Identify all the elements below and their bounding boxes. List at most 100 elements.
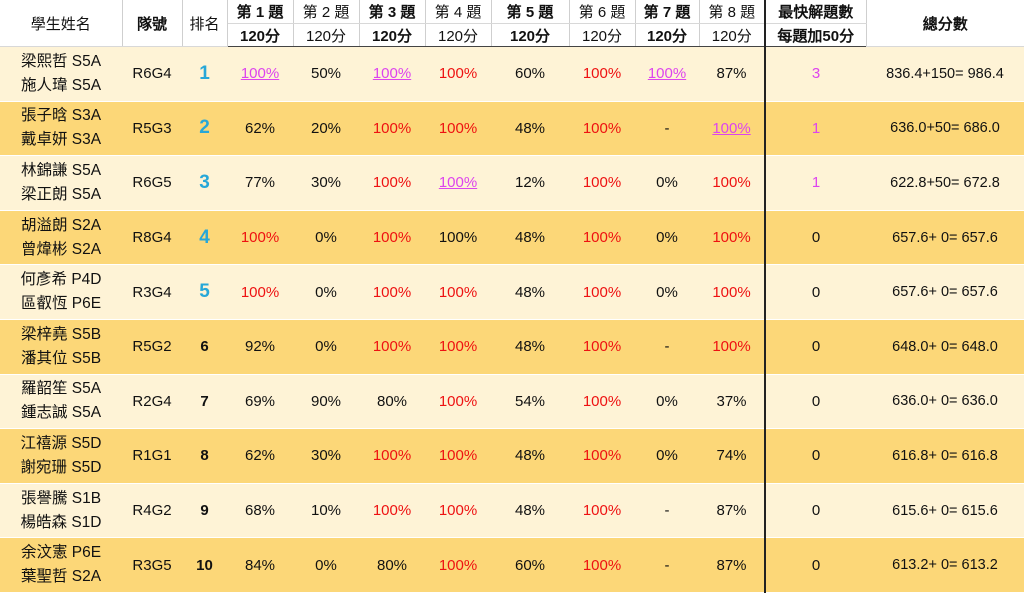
student-names: 張子晗 S3A 戴卓妍 S3A bbox=[0, 101, 122, 157]
score-q7: 0% bbox=[635, 374, 699, 430]
score-q7: 0% bbox=[635, 428, 699, 484]
score-q1: 77% bbox=[227, 155, 293, 211]
header-points-2: 120分 bbox=[293, 23, 360, 47]
header-question-7: 第 7 題 bbox=[635, 0, 700, 24]
student-names: 梁梓堯 S5B 潘其位 S5B bbox=[0, 319, 122, 375]
score-q2: 20% bbox=[293, 101, 359, 157]
rank: 6 bbox=[182, 319, 227, 375]
student-name: 葉聖哲 S2A bbox=[20, 568, 102, 586]
total-score: 657.6+ 0= 657.6 bbox=[866, 264, 1024, 320]
score-q7: 0% bbox=[635, 210, 699, 266]
score-q2: 0% bbox=[293, 319, 359, 375]
student-name: 羅韶笙 S5A bbox=[20, 380, 102, 398]
score-q2: 10% bbox=[293, 483, 359, 539]
score-q2: 0% bbox=[293, 537, 359, 593]
team-id: R6G5 bbox=[122, 155, 182, 211]
score-q6: 100% bbox=[569, 210, 635, 266]
score-q8: 87% bbox=[699, 537, 765, 593]
student-name: 戴卓妍 S3A bbox=[20, 131, 102, 149]
fastest-count: 0 bbox=[764, 264, 866, 320]
score-q4: 100% bbox=[425, 483, 491, 539]
score-q8: 100% bbox=[699, 101, 765, 157]
total-score: 636.0+50= 686.0 bbox=[866, 101, 1024, 157]
student-names: 江禧源 S5D 謝宛珊 S5D bbox=[0, 428, 122, 484]
total-score: 636.0+ 0= 636.0 bbox=[866, 374, 1024, 430]
student-names: 余汶憲 P6E 葉聖哲 S2A bbox=[0, 537, 122, 593]
table-row: 胡溢朗 S2A 曾煒彬 S2A R8G4 4 100% 0% 100% 100% 48% 100%… bbox=[0, 210, 1024, 266]
score-q6: 100% bbox=[569, 155, 635, 211]
total-score: 613.2+ 0= 613.2 bbox=[866, 537, 1024, 593]
header-question-5: 第 5 題 bbox=[491, 0, 570, 24]
score-q8: 74% bbox=[699, 428, 765, 484]
score-q5: 48% bbox=[491, 428, 569, 484]
header-points-7: 120分 bbox=[635, 23, 700, 47]
fastest-count: 1 bbox=[764, 101, 866, 157]
score-q4: 100% bbox=[425, 46, 491, 102]
table-row: 張譽騰 S1B 楊皓森 S1D R4G2 9 68% 10% 100% 100% 48% 100%… bbox=[0, 483, 1024, 539]
score-q4: 100% bbox=[425, 537, 491, 593]
score-q4: 100% bbox=[425, 264, 491, 320]
header-question-4: 第 4 題 bbox=[425, 0, 492, 24]
fastest-count: 1 bbox=[764, 155, 866, 211]
rank: 2 bbox=[182, 101, 227, 157]
rank: 10 bbox=[182, 537, 227, 593]
total-score: 622.8+50= 672.8 bbox=[866, 155, 1024, 211]
student-names: 張譽騰 S1B 楊皓森 S1D bbox=[0, 483, 122, 539]
student-name: 謝宛珊 S5D bbox=[20, 458, 102, 476]
score-q1: 100% bbox=[227, 210, 293, 266]
header-question-3: 第 3 題 bbox=[359, 0, 426, 24]
score-q1: 68% bbox=[227, 483, 293, 539]
score-q4: 100% bbox=[425, 428, 491, 484]
header-fastest-bonus: 每題加50分 bbox=[764, 23, 867, 47]
student-names: 林錦謙 S5A 梁正朗 S5A bbox=[0, 155, 122, 211]
header-points-6: 120分 bbox=[569, 23, 636, 47]
score-q7: 100% bbox=[635, 46, 699, 102]
table-row: 羅韶笙 S5A 鍾志誠 S5A R2G4 7 69% 90% 80% 100% 54% 100% 0… bbox=[0, 374, 1024, 430]
student-name: 江禧源 S5D bbox=[20, 434, 102, 452]
score-q4: 100% bbox=[425, 155, 491, 211]
score-q8: 100% bbox=[699, 155, 765, 211]
rank: 8 bbox=[182, 428, 227, 484]
score-q5: 48% bbox=[491, 319, 569, 375]
header-rank: 排名 bbox=[182, 0, 228, 47]
fastest-count: 3 bbox=[764, 46, 866, 102]
header-points-4: 120分 bbox=[425, 23, 492, 47]
score-q8: 37% bbox=[699, 374, 765, 430]
student-names: 羅韶笙 S5A 鍾志誠 S5A bbox=[0, 374, 122, 430]
score-q1: 100% bbox=[227, 46, 293, 102]
score-q3: 100% bbox=[359, 46, 425, 102]
student-name: 張子晗 S3A bbox=[20, 107, 102, 125]
student-names: 胡溢朗 S2A 曾煒彬 S2A bbox=[0, 210, 122, 266]
student-name: 楊皓森 S1D bbox=[20, 513, 102, 531]
table-row: 梁熙哲 S5A 施人瑋 S5A R6G4 1 100% 50% 100% 100% 60% 100… bbox=[0, 46, 1024, 102]
score-q2: 0% bbox=[293, 264, 359, 320]
score-q5: 60% bbox=[491, 537, 569, 593]
score-q3: 100% bbox=[359, 428, 425, 484]
score-q6: 100% bbox=[569, 264, 635, 320]
table-row: 林錦謙 S5A 梁正朗 S5A R6G5 3 77% 30% 100% 100% 12% 100%… bbox=[0, 155, 1024, 211]
table-row: 何彥希 P4D 區叡恆 P6E R3G4 5 100% 0% 100% 100% 48% 100%… bbox=[0, 264, 1024, 320]
student-name: 林錦謙 S5A bbox=[20, 161, 102, 179]
header-question-2: 第 2 題 bbox=[293, 0, 360, 24]
score-q4: 100% bbox=[425, 101, 491, 157]
student-name: 鍾志誠 S5A bbox=[20, 404, 102, 422]
score-q1: 92% bbox=[227, 319, 293, 375]
student-name: 梁正朗 S5A bbox=[20, 185, 102, 203]
total-score: 616.8+ 0= 616.8 bbox=[866, 428, 1024, 484]
score-q2: 0% bbox=[293, 210, 359, 266]
fastest-count: 0 bbox=[764, 428, 866, 484]
score-q3: 100% bbox=[359, 101, 425, 157]
score-q8: 100% bbox=[699, 319, 765, 375]
student-names: 何彥希 P4D 區叡恆 P6E bbox=[0, 264, 122, 320]
team-id: R3G4 bbox=[122, 264, 182, 320]
score-q2: 30% bbox=[293, 155, 359, 211]
score-q3: 80% bbox=[359, 374, 425, 430]
score-q2: 30% bbox=[293, 428, 359, 484]
total-score: 648.0+ 0= 648.0 bbox=[866, 319, 1024, 375]
total-score: 836.4+150= 986.4 bbox=[866, 46, 1024, 102]
score-q3: 80% bbox=[359, 537, 425, 593]
score-q3: 100% bbox=[359, 264, 425, 320]
score-q6: 100% bbox=[569, 428, 635, 484]
score-q8: 87% bbox=[699, 46, 765, 102]
rank: 3 bbox=[182, 155, 227, 211]
